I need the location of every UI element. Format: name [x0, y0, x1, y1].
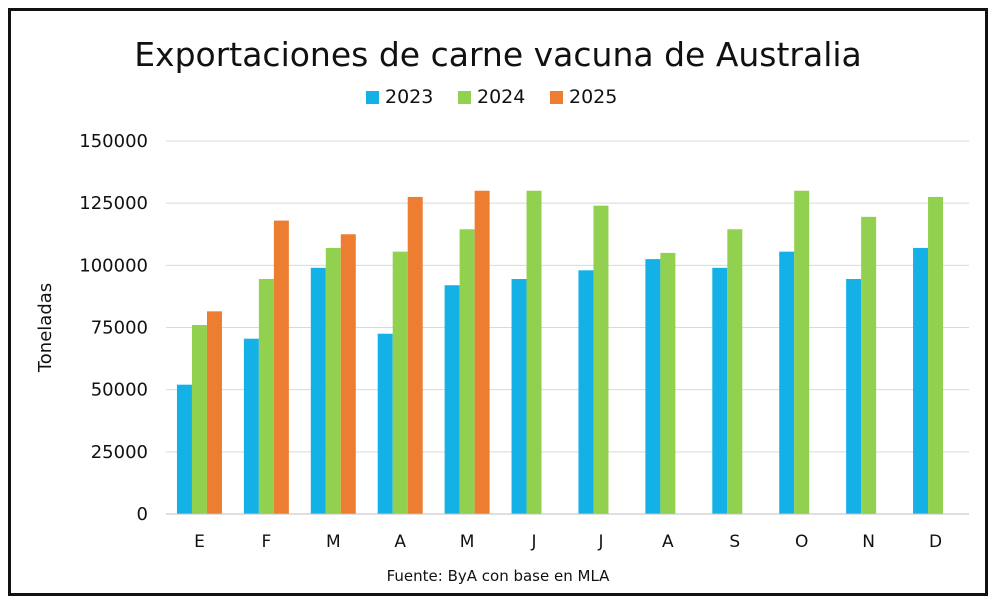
- legend-label: 2023: [385, 86, 433, 108]
- x-tick-label: E: [194, 532, 205, 552]
- bar-2023: [712, 267, 728, 514]
- y-tick-label: 100000: [79, 255, 148, 276]
- chart-frame: Exportaciones de carne vacuna de Austral…: [8, 8, 988, 596]
- bar-2025: [407, 196, 423, 514]
- legend-swatch-2023: [366, 91, 379, 104]
- bar-2023: [846, 279, 862, 514]
- legend-label: 2024: [477, 86, 525, 108]
- bar-2024: [593, 205, 609, 515]
- x-tick-label: S: [729, 532, 740, 552]
- x-tick-label: J: [597, 532, 603, 552]
- x-tick-label: M: [460, 532, 475, 552]
- bar-2023: [645, 259, 661, 514]
- x-tick-label: A: [662, 532, 674, 552]
- bar-2023: [444, 285, 460, 514]
- y-axis-ticks: 0 25000 50000 75000 100000 125000 150000: [79, 131, 148, 525]
- bar-2023: [779, 251, 795, 514]
- bar-2024: [794, 190, 810, 514]
- bar-2025: [273, 220, 289, 514]
- y-tick-label: 125000: [79, 193, 148, 214]
- x-tick-label: D: [929, 532, 942, 552]
- bar-chart: Exportaciones de carne vacuna de Austral…: [35, 35, 969, 585]
- bar-2024: [526, 190, 542, 514]
- bar-2025: [340, 234, 356, 514]
- bar-2024: [258, 279, 274, 514]
- gridlines: [166, 140, 969, 453]
- bar-2025: [474, 190, 490, 514]
- bar-2023: [578, 270, 594, 514]
- legend-swatch-2024: [458, 91, 471, 104]
- bars: [176, 190, 944, 515]
- bar-2024: [861, 216, 877, 515]
- y-tick-label: 25000: [91, 442, 148, 463]
- bar-2023: [176, 384, 192, 514]
- bar-2024: [928, 196, 944, 514]
- bar-2025: [206, 311, 222, 514]
- legend: 2023 2024 2025: [366, 86, 617, 108]
- bar-2023: [511, 279, 527, 514]
- bar-2024: [459, 229, 475, 514]
- x-tick-label: A: [394, 532, 406, 552]
- bar-2023: [243, 338, 259, 514]
- y-tick-label: 50000: [91, 380, 148, 401]
- bar-2023: [310, 267, 326, 514]
- bar-2023: [377, 333, 393, 514]
- x-tick-label: F: [261, 532, 271, 552]
- bar-2024: [660, 252, 676, 514]
- legend-label: 2025: [569, 86, 617, 108]
- bar-2024: [191, 325, 207, 514]
- y-tick-label: 0: [137, 504, 148, 525]
- legend-swatch-2025: [550, 91, 563, 104]
- bar-2023: [913, 247, 929, 514]
- x-tick-label: J: [531, 532, 537, 552]
- x-tick-label: N: [862, 532, 875, 552]
- source-note: Fuente: ByA con base en MLA: [387, 567, 611, 585]
- bar-2024: [325, 247, 341, 514]
- bar-2024: [727, 229, 743, 514]
- x-tick-label: M: [326, 532, 341, 552]
- x-tick-label: O: [795, 532, 808, 552]
- y-tick-label: 150000: [79, 131, 148, 152]
- y-tick-label: 75000: [91, 318, 148, 339]
- chart-title: Exportaciones de carne vacuna de Austral…: [134, 35, 862, 74]
- bar-2024: [392, 251, 408, 514]
- y-axis-label: Toneladas: [35, 283, 56, 373]
